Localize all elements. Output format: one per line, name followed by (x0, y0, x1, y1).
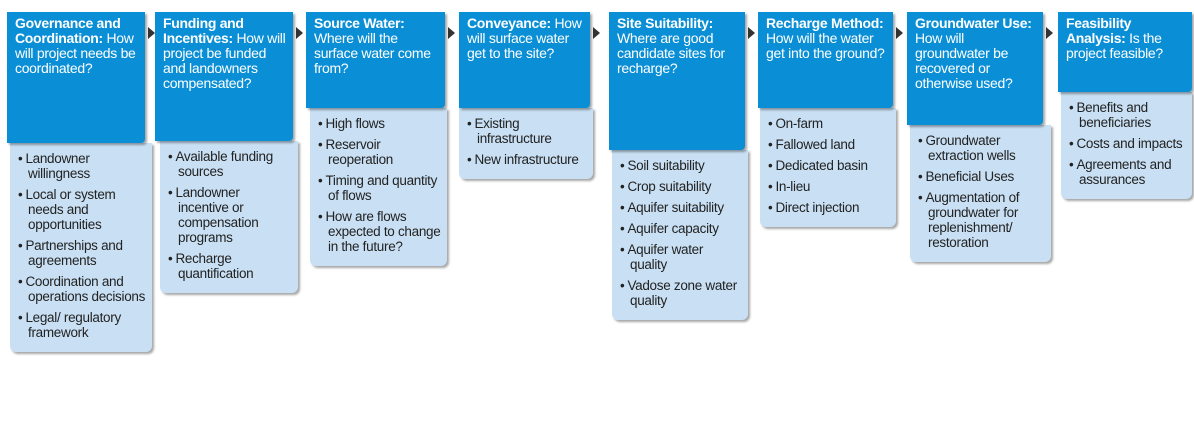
bullet-item: Aquifer water quality (618, 242, 742, 272)
bullet-item: Legal/ regulatory framework (16, 310, 146, 340)
step-items: Landowner willingness Local or system nee… (10, 143, 152, 352)
step-items: Soil suitability Crop suitability Aquifer … (612, 150, 748, 320)
bullet-item: Costs and impacts (1067, 136, 1186, 151)
arrow (448, 27, 455, 39)
bullet-item: Coordination and operations decisions (16, 274, 146, 304)
step-header: Feasibility Analysis: Is the project fea… (1058, 12, 1192, 92)
step-items: Existing infrastructure New infrastructur… (459, 108, 593, 179)
arrow (148, 27, 155, 39)
bullet-item: Soil suitability (618, 158, 742, 173)
bullet-item: Partnerships and agreements (16, 238, 146, 268)
bullet-item: Benefits and beneficiaries (1067, 100, 1186, 130)
bullet-item: Local or system needs and opportunities (16, 187, 146, 232)
step-items: On-farm Fallowed land Dedicated basin In-li… (760, 108, 896, 227)
step-header: Conveyance: How will surface water get t… (459, 12, 590, 108)
step-title: Site Suitability: (617, 15, 714, 31)
step-items: Benefits and beneficiaries Costs and impa… (1061, 92, 1192, 199)
bullet-item: Landowner incentive or compensation prog… (166, 185, 292, 245)
bullet-item: High flows (316, 116, 441, 131)
step-items: Available funding sources Landowner incen… (160, 141, 298, 293)
step-question: Where are good candidate sites for recha… (617, 30, 725, 76)
step-header: Governance and Coordination: How will pr… (7, 12, 145, 143)
step-header: Recharge Method: How will the water get … (758, 12, 893, 108)
arrow (593, 27, 600, 39)
step-title: Conveyance: (467, 15, 551, 31)
bullet-item: Existing infrastructure (465, 116, 587, 146)
step-title: Funding and Incentives: (163, 15, 244, 46)
bullet-item: In-lieu (766, 179, 890, 194)
step-question: Where will the surface water come from? (314, 30, 431, 76)
bullet-item: Augmentation of groundwater for replenis… (916, 190, 1045, 250)
step-header: Groundwater Use: How will groundwater be… (907, 12, 1043, 125)
arrow (296, 27, 303, 39)
bullet-item: Dedicated basin (766, 158, 890, 173)
bullet-item: Direct injection (766, 200, 890, 215)
bullet-item: Vadose zone water quality (618, 278, 742, 308)
bullet-item: Beneficial Uses (916, 169, 1045, 184)
bullet-item: Fallowed land (766, 137, 890, 152)
arrow (748, 27, 755, 39)
bullet-item: Reservoir reoperation (316, 137, 441, 167)
bullet-item: Available funding sources (166, 149, 292, 179)
bullet-item: Crop suitability (618, 179, 742, 194)
step-header: Site Suitability: Where are good candida… (609, 12, 745, 150)
bullet-item: On-farm (766, 116, 890, 131)
step-title: Source Water: (314, 15, 405, 31)
bullet-item: How are flows expected to change in the … (316, 209, 441, 254)
bullet-item: New infrastructure (465, 152, 587, 167)
step-question: How will surface water get to the site? (467, 15, 582, 61)
arrow (896, 27, 903, 39)
step-header: Funding and Incentives: How will project… (155, 12, 293, 141)
arrow (1046, 27, 1053, 39)
step-question: How will groundwater be recovered or oth… (915, 30, 1013, 91)
step-title: Governance and Coordination: (15, 15, 121, 46)
bullet-item: Aquifer capacity (618, 221, 742, 236)
step-title: Recharge Method: (766, 15, 884, 31)
step-question: Is the project feasible? (1066, 30, 1163, 61)
step-question: How will the water get into the ground? (766, 30, 885, 61)
bullet-item: Groundwater extraction wells (916, 133, 1045, 163)
step-header: Source Water: Where will the surface wat… (306, 12, 445, 108)
bullet-item: Recharge quantification (166, 251, 292, 281)
step-question: How will project needs be coordinated? (15, 30, 136, 76)
bullet-item: Landowner willingness (16, 151, 146, 181)
step-question: How will project be funded and landowner… (163, 30, 286, 91)
step-title: Groundwater Use: (915, 15, 1032, 31)
bullet-item: Aquifer suitability (618, 200, 742, 215)
step-items: Groundwater extraction wells Beneficial U… (910, 125, 1051, 262)
bullet-item: Agreements and assurances (1067, 157, 1186, 187)
step-title: Feasibility Analysis: (1066, 15, 1132, 46)
step-items: High flows Reservoir reoperation Timing an… (310, 108, 447, 266)
bullet-item: Timing and quantity of flows (316, 173, 441, 203)
